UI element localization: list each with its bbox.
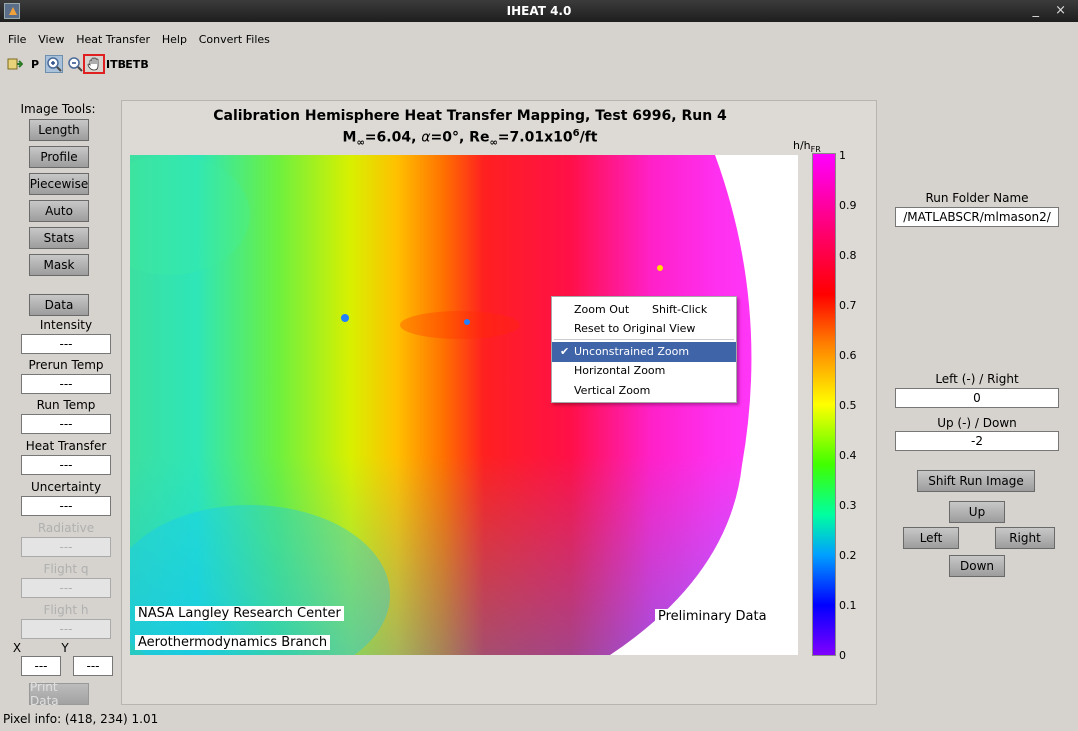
run-folder-label: Run Folder Name [925, 191, 1029, 205]
tick-label: 0.7 [839, 299, 857, 312]
intensity-label: Intensity [39, 318, 93, 332]
piecewise-button[interactable]: Piecewise [29, 173, 89, 195]
up-down-field[interactable]: -2 [895, 431, 1059, 451]
plot-subtitle: M∞=6.04, α=0°, Re∞=7.01x106/ft [342, 128, 598, 149]
menu-heat-transfer[interactable]: Heat Transfer [76, 33, 151, 46]
tick-label: 0.2 [839, 549, 857, 562]
prerun-temp-value: --- [21, 374, 111, 394]
data-button[interactable]: Data [29, 294, 89, 316]
itb-button[interactable]: ITB [106, 57, 126, 71]
left-right-label: Left (-) / Right [935, 372, 1019, 386]
right-button[interactable]: Right [995, 527, 1055, 549]
zoom-out-icon[interactable] [66, 55, 84, 73]
left-right-field[interactable]: 0 [895, 388, 1059, 408]
menu-convert-files[interactable]: Convert Files [198, 33, 270, 46]
print-data-button[interactable]: Print Data [29, 680, 89, 708]
pixel-info-status: Pixel info: (418, 234) 1.01 [3, 712, 159, 726]
profile-button[interactable]: Profile [29, 146, 89, 168]
zoom-in-icon[interactable] [45, 55, 63, 73]
zoom-context-menu: Zoom Out Shift-Click Reset to Original Vi… [551, 296, 737, 403]
heat-transfer-image[interactable] [130, 155, 798, 655]
menu-item-zoom-out[interactable]: Zoom Out Shift-Click [574, 303, 708, 316]
menu-separator [554, 339, 734, 340]
intensity-value: --- [21, 334, 111, 354]
run-temp-value: --- [21, 414, 111, 434]
app-icon [4, 3, 20, 19]
menu-help[interactable]: Help [161, 33, 187, 46]
pan-hand-icon[interactable] [83, 54, 105, 74]
menu-file[interactable]: File [8, 33, 27, 46]
run-folder-field[interactable]: /MATLABSCR/mlmason2/ [895, 207, 1059, 227]
credit-line-1: NASA Langley Research Center [135, 606, 344, 621]
left-button[interactable]: Left [903, 527, 959, 549]
open-run-icon[interactable] [6, 55, 24, 73]
colorbar-label: h/hFR [793, 139, 821, 155]
heat-map [130, 155, 752, 655]
stats-button[interactable]: Stats [29, 227, 89, 249]
tick-label: 0 [839, 649, 846, 662]
up-down-label: Up (-) / Down [937, 416, 1017, 430]
down-button[interactable]: Down [949, 555, 1005, 577]
plot-title: Calibration Hemisphere Heat Transfer Map… [213, 108, 727, 124]
flight-q-value: --- [21, 578, 111, 598]
menu-item-unconstrained-zoom[interactable]: ✔ Unconstrained Zoom [552, 342, 736, 362]
radiative-value: --- [21, 537, 111, 557]
toolbar: P ITB ETB [0, 52, 1078, 76]
flight-h-label: Flight h [43, 603, 89, 617]
preliminary-label: Preliminary Data [655, 609, 770, 624]
heat-transfer-label: Heat Transfer [25, 439, 107, 453]
p-button[interactable]: P [30, 57, 40, 71]
menu-item-reset-view[interactable]: Reset to Original View [574, 322, 696, 335]
flight-q-label: Flight q [43, 562, 89, 576]
x-label: X [12, 641, 22, 655]
shift-run-image-button[interactable]: Shift Run Image [917, 470, 1035, 492]
tick-label: 0.4 [839, 449, 857, 462]
auto-button[interactable]: Auto [29, 200, 89, 222]
tick-label: 0.5 [839, 399, 857, 412]
x-value: --- [21, 656, 61, 676]
menu-bar: File View Heat Transfer Help Convert Fil… [0, 30, 1078, 50]
title-bar: IHEAT 4.0 _ × [0, 0, 1078, 22]
uncertainty-value: --- [21, 496, 111, 516]
menu-item-horizontal-zoom[interactable]: Horizontal Zoom [574, 364, 666, 377]
flight-h-value: --- [21, 619, 111, 639]
run-temp-label: Run Temp [36, 398, 96, 412]
heat-transfer-value: --- [21, 455, 111, 475]
tick-label: 0.1 [839, 599, 857, 612]
window-controls[interactable]: _ × [1032, 3, 1072, 18]
tick-label: 0.3 [839, 499, 857, 512]
image-tools-label: Image Tools: [20, 102, 96, 116]
length-button[interactable]: Length [29, 119, 89, 141]
credit-line-2: Aerothermodynamics Branch [135, 635, 331, 650]
y-label: Y [61, 641, 69, 655]
mask-button[interactable]: Mask [29, 254, 89, 276]
prerun-temp-label: Prerun Temp [28, 358, 104, 372]
window-title: IHEAT 4.0 [506, 4, 572, 18]
y-value: --- [73, 656, 113, 676]
check-icon: ✔ [560, 345, 570, 358]
radiative-label: Radiative [37, 521, 95, 535]
menu-item-vertical-zoom[interactable]: Vertical Zoom [574, 384, 651, 397]
tick-label: 0.6 [839, 349, 857, 362]
tick-label: 0.8 [839, 249, 857, 262]
tick-label: 0.9 [839, 199, 857, 212]
uncertainty-label: Uncertainty [30, 480, 102, 494]
etb-button[interactable]: ETB [125, 57, 149, 71]
menu-view[interactable]: View [38, 33, 65, 46]
tick-label: 1 [839, 149, 846, 162]
up-button[interactable]: Up [949, 501, 1005, 523]
colorbar [812, 153, 836, 656]
